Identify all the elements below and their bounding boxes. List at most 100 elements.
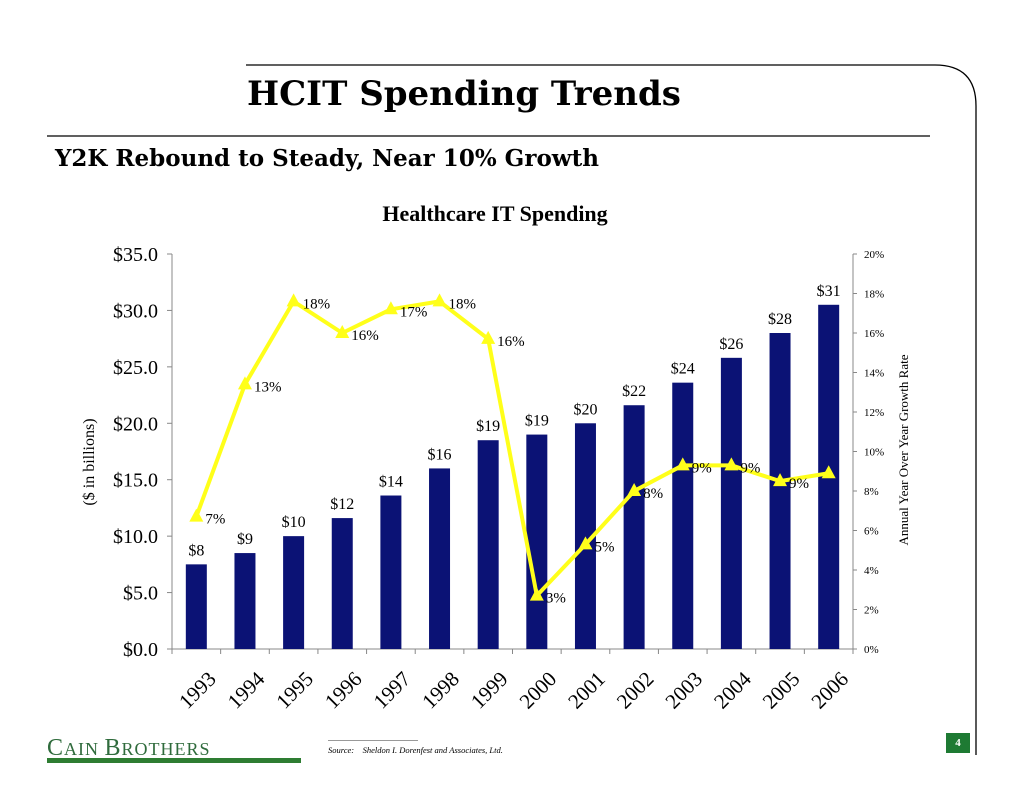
bar [526,434,548,649]
x-tick-label: 1996 [320,667,367,714]
y2-tick-label: 8% [864,486,879,498]
bar [574,423,596,649]
y2-tick-label: 6% [864,526,879,538]
growth-rate-marker [773,473,788,487]
y-tick-label: $5.0 [123,583,158,605]
y-tick-label: $20.0 [113,413,158,435]
growth-rate-marker [578,536,593,550]
bar-value-label: $14 [379,474,403,491]
x-tick-label: 2000 [515,667,562,714]
y2-tick-label: 2% [864,605,879,617]
growth-rate-label: 9% [740,460,760,476]
growth-rate-label: 9% [789,476,809,492]
y-tick-label: $15.0 [113,470,158,492]
source-note: Source: Sheldon I. Dorenfest and Associa… [328,745,503,755]
bar-value-label: $16 [428,446,452,463]
bar-value-label: $20 [573,401,597,418]
bar-value-label: $19 [525,413,549,430]
bar-value-label: $12 [330,496,354,513]
y-tick-label: $10.0 [113,526,158,548]
bar [331,518,353,649]
growth-rate-marker [529,587,544,601]
x-tick-label: 1994 [223,666,270,713]
growth-rate-marker [821,465,836,479]
bar [623,405,645,649]
bar [429,468,451,649]
x-tick-label: 1997 [369,667,416,714]
x-tick-label: 2002 [612,667,659,714]
growth-rate-label: 13% [254,379,282,395]
slide-title: HCIT Spending Trends [247,74,681,114]
slide-subtitle: Y2K Rebound to Steady, Near 10% Growth [55,145,599,172]
x-tick-label: 2001 [563,667,610,714]
bar [380,495,402,649]
growth-rate-marker [627,483,642,496]
logo-underline [47,758,301,763]
x-tick-label: 1998 [417,667,464,714]
y2-tick-label: 18% [864,289,884,301]
x-tick-label: 2003 [660,667,707,714]
growth-rate-label: 8% [643,486,663,502]
growth-rate-label: 17% [400,304,428,320]
bar [283,536,305,649]
growth-rate-label: 9% [692,460,712,476]
y-axis-title: ($ in billions) [81,418,98,505]
page-number: 4 [946,733,970,753]
y-tick-label: $35.0 [113,244,158,266]
bar-value-label: $9 [237,531,253,548]
bar-value-label: $26 [719,336,743,353]
growth-rate-marker [286,293,301,307]
x-tick-label: 2006 [806,667,853,714]
x-tick-label: 2004 [709,666,756,713]
growth-rate-label: 16% [351,328,379,344]
x-tick-label: 1999 [466,667,513,714]
y2-tick-label: 0% [864,644,879,656]
y2-tick-label: 12% [864,407,884,419]
bar-value-label: $19 [476,418,500,435]
x-tick-label: 1993 [174,667,221,714]
growth-rate-label: 3% [546,591,566,607]
y-tick-label: $25.0 [113,357,158,379]
growth-rate-label: 7% [205,512,225,528]
growth-rate-line [194,299,829,598]
source-divider [328,740,418,741]
chart-title: Healthcare IT Spending [382,201,607,226]
y-tick-label: $30.0 [113,300,158,322]
bar-value-label: $10 [282,514,306,531]
growth-rate-label: 16% [497,334,525,350]
bar [477,440,499,649]
y2-axis-title: Annual Year Over Year Growth Rate [896,354,911,545]
growth-rate-marker [237,376,252,390]
growth-rate-marker [675,457,690,471]
bar [234,553,256,649]
x-tick-label: 1995 [271,667,318,714]
bar-value-label: $22 [622,383,646,400]
bar-value-label: $8 [188,542,204,559]
x-tick-label: 2005 [758,667,805,714]
y2-tick-label: 14% [864,368,884,380]
bar [769,333,791,649]
bar-value-label: $28 [768,311,792,328]
growth-rate-marker [383,301,398,315]
bar-value-label: $24 [671,361,695,378]
growth-rate-label: 18% [303,296,331,312]
growth-rate-marker [724,457,739,471]
y-tick-label: $0.0 [123,639,158,661]
y2-tick-label: 20% [864,249,884,261]
bar [185,564,207,649]
growth-rate-marker [189,508,204,522]
bar-value-label: $31 [817,283,841,300]
y2-tick-label: 10% [864,447,884,459]
growth-rate-marker [432,293,447,307]
bar [672,382,694,649]
cain-brothers-logo: CAIN BROTHERS [47,735,211,761]
y2-tick-label: 16% [864,328,884,340]
growth-rate-label: 18% [449,296,477,312]
growth-rate-marker [335,325,350,338]
growth-rate-marker [481,330,496,344]
growth-rate-label: 5% [594,539,614,555]
bar [720,357,742,649]
y2-tick-label: 4% [864,565,879,577]
